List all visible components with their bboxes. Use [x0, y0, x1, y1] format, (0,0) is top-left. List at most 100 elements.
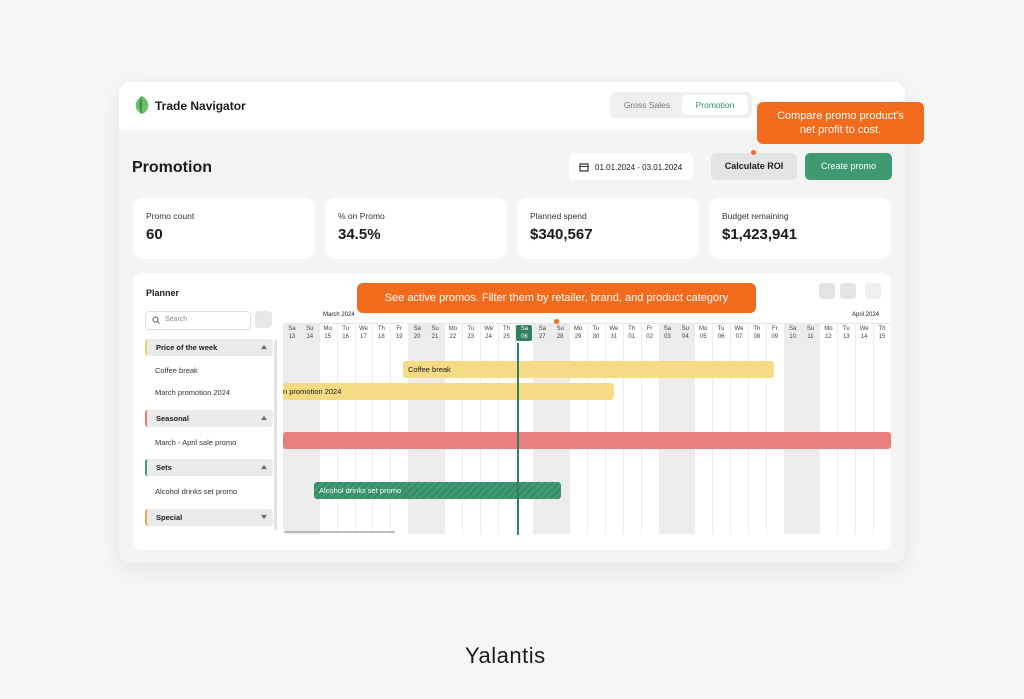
calculate-roi-button[interactable]: Calculate ROI [711, 153, 797, 180]
group-header[interactable]: Sets [145, 459, 273, 476]
day-column [443, 324, 462, 534]
promo-bar[interactable] [283, 432, 891, 449]
date: 21 [431, 334, 439, 340]
day-header: Th 25 [499, 325, 515, 341]
day-header: Sa 20 [409, 325, 425, 341]
scrollbar [274, 340, 277, 530]
zoom-in-button[interactable] [819, 283, 835, 299]
tab[interactable]: Gross Sales [623, 100, 671, 110]
weekday: Su [431, 326, 439, 332]
date: 14 [306, 334, 314, 340]
day-header: Su 28 [552, 325, 568, 341]
weekday: Fr [771, 326, 778, 332]
date: 22 [449, 334, 457, 340]
date: 15 [878, 334, 886, 340]
calendar-grid: Sa 13 Su 14 Mo 15 Tu 16 We 17 Th 18 Fr 19 Sa 20 Su 21 Mo 22… [283, 310, 891, 535]
stat-label: Planned spend [530, 211, 587, 221]
day-header: We 07 [731, 325, 747, 341]
promo-bar[interactable]: n promotion 2024 [283, 383, 614, 400]
zoom-out-button[interactable] [840, 283, 856, 299]
weekday: Sa [520, 326, 529, 332]
day-header: Su 14 [302, 325, 318, 341]
logo-icon [135, 96, 149, 114]
date: 12 [825, 334, 832, 340]
day-column [479, 324, 498, 534]
weekday: Th [503, 326, 511, 332]
day-header: Fr 02 [642, 325, 658, 341]
day-column [354, 324, 373, 534]
day-column [408, 324, 427, 534]
day-column [640, 324, 659, 534]
weekday: We [859, 326, 869, 332]
brand-logo: Yalantis [465, 643, 546, 668]
day-header: Th 15 [874, 325, 890, 341]
app-window: Trade Navigator Gross Sales Promotion Pr… [119, 82, 905, 563]
weekday: Sa [288, 326, 296, 332]
date: 05 [699, 334, 707, 340]
day-header: Su 04 [677, 325, 693, 341]
stat-label: Promo count [146, 211, 195, 221]
search-placeholder: Search [165, 316, 188, 323]
day-column [300, 324, 319, 534]
day-column [658, 324, 677, 534]
promo-bar[interactable]: Coffee break [403, 361, 774, 378]
date: 16 [342, 334, 349, 340]
weekday: Tu [342, 326, 349, 332]
weekday: Fr [396, 326, 403, 332]
weekday: Su [306, 326, 314, 332]
day-column [819, 324, 837, 534]
date: 09 [771, 334, 779, 340]
day-column [783, 324, 802, 534]
weekday: Mo [448, 326, 458, 332]
create-promo-button[interactable]: Create promo [805, 153, 892, 180]
day-column [694, 324, 712, 534]
stat-value: $340,567 [530, 226, 593, 243]
month-label: April 2024 [852, 312, 880, 318]
day-column [497, 324, 516, 534]
fullscreen-button[interactable] [865, 283, 881, 299]
stat-label: % on Promo [338, 211, 385, 221]
weekday: Mo [323, 326, 332, 332]
header-line [283, 323, 891, 324]
filter-button[interactable] [255, 311, 272, 328]
weekday: We [609, 326, 619, 332]
day-column [855, 324, 873, 534]
day-header: Tu 13 [838, 325, 854, 341]
weekday: Tu [842, 326, 850, 332]
weekday: Su [681, 326, 690, 332]
promo-bar[interactable]: Alcohol drinks set promo [314, 482, 561, 499]
weekday: Su [556, 326, 564, 332]
date: 07 [735, 334, 743, 340]
search-box[interactable] [145, 311, 251, 330]
hint-dot [751, 150, 756, 155]
promo-name[interactable]: March - April sale promo [155, 438, 237, 447]
date: 17 [360, 334, 367, 340]
tab-active[interactable]: Promotion [682, 95, 748, 115]
weekday: Fr [646, 326, 653, 332]
promo-name[interactable]: March promotion 2024 [155, 388, 231, 397]
day-header: Su 11 [803, 325, 819, 341]
group-header[interactable]: Price of the week [145, 339, 273, 356]
day-header: Mo 05 [695, 325, 711, 341]
day-header: Sa 13 [284, 325, 300, 341]
promo-name[interactable]: Alcohol drinks set promo [155, 487, 238, 496]
date: 04 [682, 334, 689, 340]
date: 29 [574, 334, 582, 340]
date-picker[interactable] [569, 153, 693, 180]
group-header[interactable]: Seasonal [145, 410, 273, 427]
weekday: Sa [788, 326, 797, 332]
weekday: Tu [467, 326, 475, 332]
day-column [747, 324, 766, 534]
date: 02 [646, 334, 653, 340]
stat-value: 60 [146, 226, 163, 243]
month-label: March 2024 [323, 312, 355, 318]
day-column [622, 324, 641, 534]
promo-name[interactable]: Coffee break [155, 366, 198, 375]
day-column [765, 324, 784, 534]
date: 27 [538, 334, 546, 340]
group-header[interactable]: Special [145, 509, 273, 526]
calendar-icon [579, 163, 589, 172]
day-column [372, 324, 390, 534]
date: 15 [324, 334, 332, 340]
